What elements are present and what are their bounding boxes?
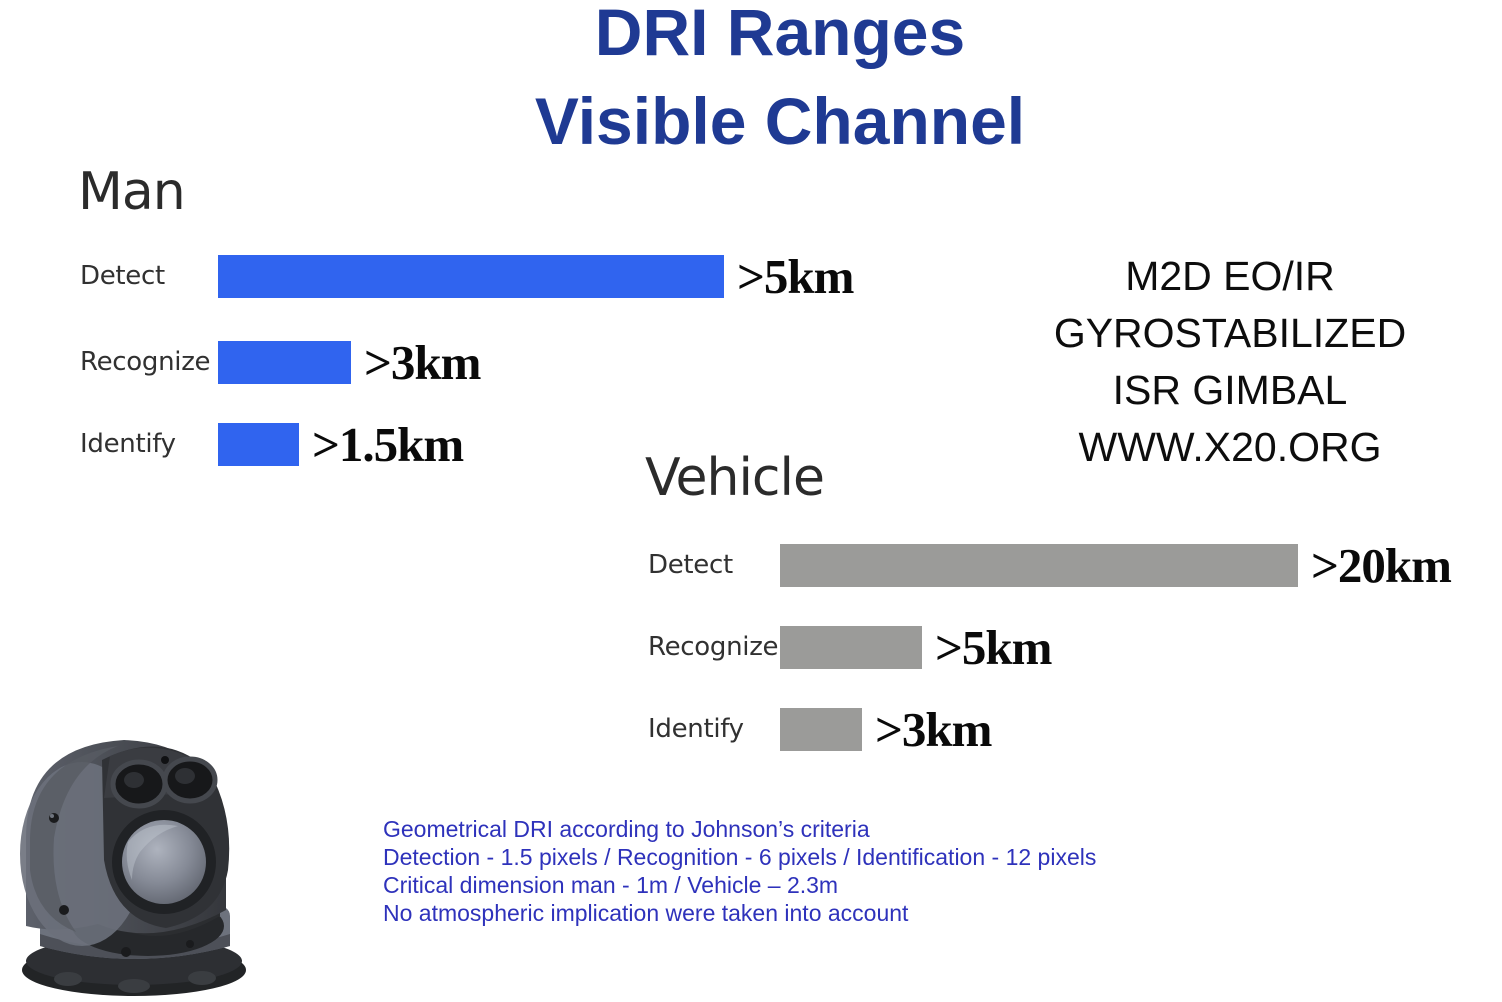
bar-value-man-identify: >1.5km (312, 416, 464, 472)
bar-label-man-detect: Detect (80, 261, 165, 291)
bar-label-man-recognize: Recognize (80, 347, 211, 377)
chart-heading-man: Man (78, 162, 186, 222)
chart-group-man: Man Detect >5km Recognize >3km Identify … (0, 162, 900, 492)
product-info-line1: M2D EO/IR (1125, 253, 1335, 299)
footnote-line2: Detection - 1.5 pixels / Recognition - 6… (383, 844, 1097, 870)
bar-row-vehicle-recognize: >5km (780, 620, 1052, 675)
bar-label-vehicle-detect: Detect (648, 550, 733, 580)
bar-vehicle-recognize (780, 625, 922, 669)
bar-label-vehicle-identify: Identify (648, 714, 744, 744)
footnote-line4: No atmospheric implication were taken in… (383, 900, 909, 926)
footnote-line1: Geometrical DRI according to Johnson’s c… (383, 816, 870, 842)
page-title-line1: DRI Ranges (594, 0, 966, 69)
gimbal-camera-photo (20, 740, 246, 996)
bar-value-vehicle-detect: >20km (1311, 537, 1452, 593)
bar-man-identify (218, 422, 299, 466)
bar-label-man-identify: Identify (80, 429, 176, 459)
footnotes: Geometrical DRI according to Johnson’s c… (383, 815, 1163, 927)
product-info: M2D EO/IR GYROSTABILIZED ISR GIMBAL WWW.… (985, 248, 1475, 476)
bar-row-vehicle-identify: >3km (780, 702, 992, 757)
bar-man-recognize (218, 340, 351, 384)
bar-label-vehicle-recognize: Recognize (648, 632, 779, 662)
bar-value-vehicle-identify: >3km (875, 701, 992, 757)
bar-value-vehicle-recognize: >5km (935, 619, 1052, 675)
product-info-line2: GYROSTABILIZED (1053, 310, 1407, 356)
bar-row-man-recognize: >3km (218, 335, 481, 390)
bar-value-man-detect: >5km (737, 248, 854, 304)
bar-row-man-identify: >1.5km (218, 417, 464, 472)
bar-man-detect (218, 254, 724, 298)
bar-vehicle-detect (780, 543, 1298, 587)
bar-row-vehicle-detect: >20km (780, 538, 1452, 593)
bar-vehicle-identify (780, 707, 862, 751)
chart-heading-vehicle: Vehicle (645, 448, 825, 508)
page-title-line2: Visible Channel (534, 84, 1026, 158)
bar-row-man-detect: >5km (218, 249, 854, 304)
product-info-line3: ISR GIMBAL (1112, 367, 1348, 413)
product-info-line4: WWW.X20.ORG (1078, 424, 1382, 470)
page-title: DRI Ranges Visible Channel (400, 0, 1160, 166)
footnote-line3: Critical dimension man - 1m / Vehicle – … (383, 872, 839, 898)
bar-value-man-recognize: >3km (364, 334, 481, 390)
chart-group-vehicle: Vehicle Detect >20km Recognize >5km Iden… (565, 448, 1502, 778)
